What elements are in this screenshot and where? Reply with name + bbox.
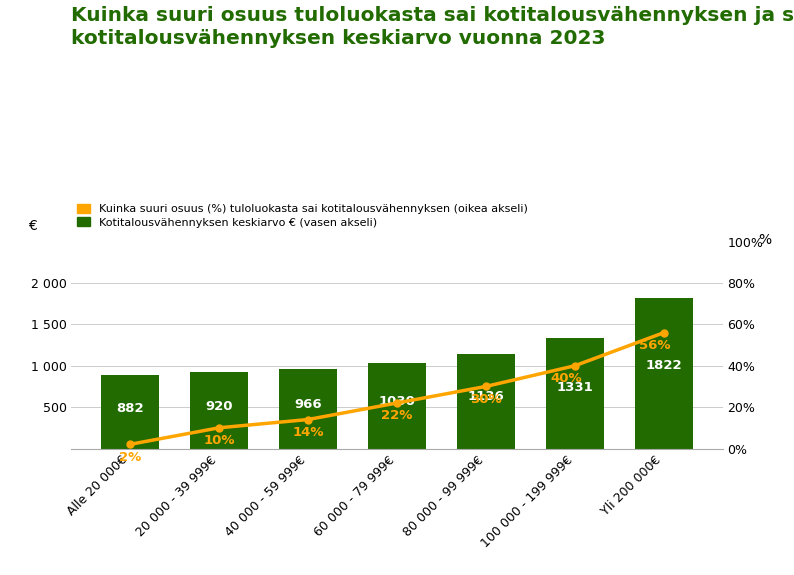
Bar [457,354,515,448]
Text: Kuinka suuri osuus tuloluokasta sai kotitalousvähennyksen ja saadun
kotitalousvä: Kuinka suuri osuus tuloluokasta sai koti… [71,6,794,48]
Text: 40%: 40% [550,372,582,385]
Text: 882: 882 [116,402,144,415]
Text: 22%: 22% [381,409,413,422]
Bar [190,373,248,448]
Text: 1030: 1030 [379,395,415,408]
Bar [546,338,604,448]
Text: 14%: 14% [292,426,324,439]
Text: 56%: 56% [639,339,671,352]
Bar [101,375,159,448]
Text: 1136: 1136 [468,390,504,403]
Legend: Kuinka suuri osuus (%) tuloluokasta sai kotitalousvähennyksen (oikea akseli), Ko: Kuinka suuri osuus (%) tuloluokasta sai … [77,204,528,228]
Y-axis label: %: % [758,233,772,247]
Text: 2%: 2% [119,451,141,463]
Bar [279,369,337,448]
Text: 920: 920 [205,400,233,413]
Text: 30%: 30% [470,393,502,405]
Bar [635,298,693,448]
Bar [368,363,426,448]
Text: 966: 966 [295,398,322,411]
Y-axis label: €: € [28,219,37,233]
Text: 10%: 10% [203,434,235,447]
Text: 1331: 1331 [557,381,593,394]
Text: 1822: 1822 [646,359,682,372]
